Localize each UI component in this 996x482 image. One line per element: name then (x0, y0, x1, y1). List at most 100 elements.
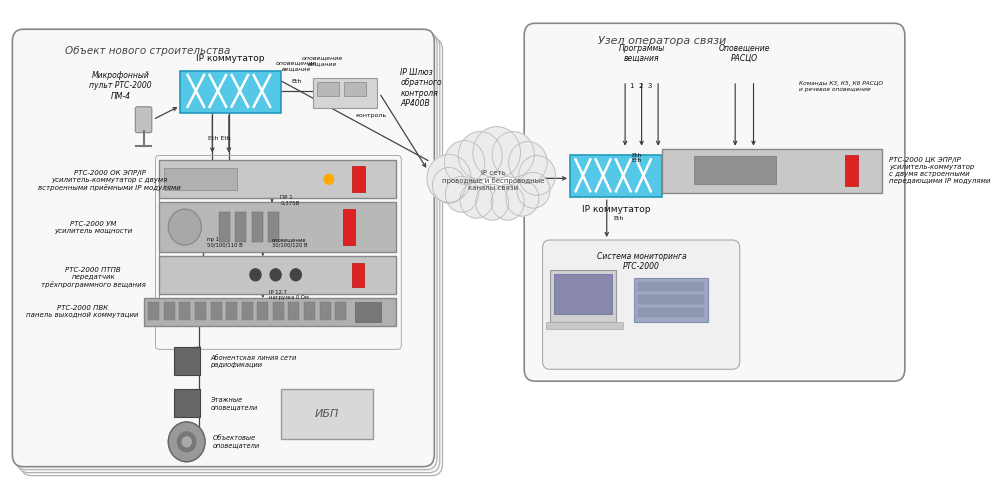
Circle shape (182, 437, 191, 447)
Circle shape (168, 422, 205, 462)
Circle shape (250, 269, 261, 281)
Text: IP коммутатор: IP коммутатор (196, 54, 265, 63)
Bar (195, 302, 206, 320)
Text: Eth: Eth (614, 215, 623, 221)
Circle shape (325, 174, 334, 184)
Circle shape (460, 182, 493, 218)
Bar (634, 278, 707, 321)
Circle shape (168, 209, 201, 245)
Bar (304, 302, 315, 320)
Bar (637, 308, 704, 317)
Text: контроль: контроль (356, 113, 386, 118)
Circle shape (445, 176, 478, 212)
Bar (317, 82, 339, 96)
Bar (219, 212, 230, 242)
Text: Узел оператора связи: Узел оператора связи (598, 36, 726, 46)
Text: Абонентская линия сети
радиофикации: Абонентская линия сети радиофикации (210, 355, 297, 368)
Bar (320, 302, 331, 320)
Bar (180, 71, 281, 113)
Bar (352, 166, 365, 192)
Bar (352, 263, 364, 287)
Bar (694, 157, 777, 184)
Bar (550, 270, 616, 321)
Text: Объектовые
оповещатели: Объектовые оповещатели (212, 435, 260, 448)
Bar (163, 302, 174, 320)
Bar (336, 302, 347, 320)
Text: Оповещение
РАСЦО: Оповещение РАСЦО (718, 44, 770, 63)
Circle shape (458, 132, 502, 179)
Text: Программы
вещания: Программы вещания (619, 44, 664, 63)
Circle shape (427, 155, 471, 202)
Text: оповещение
вещание: оповещение вещание (276, 60, 318, 71)
Bar (570, 156, 661, 197)
Bar (661, 148, 881, 193)
FancyBboxPatch shape (18, 35, 440, 473)
Text: Система мониторинга
РТС-2000: Система мониторинга РТС-2000 (597, 252, 686, 271)
Bar (159, 161, 395, 198)
Text: РТС-2000 УМ
усилитель мощности: РТС-2000 УМ усилитель мощности (54, 221, 132, 234)
Circle shape (177, 432, 196, 452)
Bar (174, 348, 199, 375)
Text: пр 1
50/100/110 В: пр 1 50/100/110 В (207, 237, 243, 248)
Text: Eth: Eth (292, 79, 302, 84)
Bar (235, 212, 246, 242)
Circle shape (444, 141, 485, 184)
FancyBboxPatch shape (21, 38, 442, 476)
Bar (846, 155, 859, 187)
Bar (345, 82, 367, 96)
Text: РТС-2000 ЦК ЭПР/IP
усилитель-коммутатор
с двумя встроенными
передающими IP модул: РТС-2000 ЦК ЭПР/IP усилитель-коммутатор … (889, 157, 991, 184)
Bar (226, 302, 237, 320)
Text: Eth
Eth: Eth Eth (631, 153, 642, 163)
Text: IP 12,7
нагрузка 0 Ом: IP 12,7 нагрузка 0 Ом (269, 289, 309, 300)
Bar (343, 209, 356, 245)
Text: РТС-2000 ПТПВ
передатчик
трёхпрограммного вещания: РТС-2000 ПТПВ передатчик трёхпрограммног… (41, 268, 145, 288)
Bar (637, 295, 704, 304)
Circle shape (519, 156, 556, 195)
Bar (554, 274, 613, 314)
Text: Объект нового строительства: Объект нового строительства (66, 46, 231, 56)
Circle shape (509, 142, 547, 183)
Text: РТС-2000 ОК ЭПР/IP
усилитель-коммутатор с двумя
встроенными приёмными IP модулям: РТС-2000 ОК ЭПР/IP усилитель-коммутатор … (38, 170, 181, 191)
FancyBboxPatch shape (15, 32, 437, 469)
Bar (289, 302, 300, 320)
Bar (210, 302, 221, 320)
FancyBboxPatch shape (135, 107, 151, 133)
Bar (179, 302, 190, 320)
FancyBboxPatch shape (12, 29, 434, 467)
Text: оповещение
вещание: оповещение вещание (302, 55, 343, 66)
FancyBboxPatch shape (543, 240, 740, 369)
Text: ПР 1
0,375В: ПР 1 0,375В (280, 195, 300, 206)
Circle shape (517, 173, 550, 208)
Circle shape (290, 269, 302, 281)
Circle shape (432, 167, 465, 203)
Text: Этажные
оповещатели: Этажные оповещатели (210, 397, 258, 410)
Text: IP сеть
проводные и беспроводные
каналы связи: IP сеть проводные и беспроводные каналы … (442, 170, 544, 191)
Bar (273, 302, 284, 320)
Circle shape (473, 127, 521, 178)
Bar (252, 212, 263, 242)
Bar (159, 256, 395, 294)
Text: 1  2  3: 1 2 3 (630, 83, 652, 89)
Text: Микрофонный
пульт РТС-2000
ПМ-4: Микрофонный пульт РТС-2000 ПМ-4 (90, 71, 152, 101)
Text: Команды К3, К5, К6 РАСЦО
и речевое оповещение: Команды К3, К5, К6 РАСЦО и речевое опове… (800, 81, 883, 92)
Text: IP коммутатор: IP коммутатор (582, 205, 650, 214)
Bar (356, 302, 381, 321)
Bar (174, 389, 199, 417)
Circle shape (491, 184, 524, 220)
Bar (637, 282, 704, 291)
Bar (242, 302, 253, 320)
Bar (281, 389, 373, 439)
Bar (159, 202, 395, 252)
Text: Eth Eth: Eth Eth (208, 136, 231, 141)
Circle shape (506, 180, 539, 216)
Text: оповещение
30/100/120 В: оповещение 30/100/120 В (272, 237, 308, 248)
Text: IP Шлюз
обратного
контроля
АР400В: IP Шлюз обратного контроля АР400В (400, 68, 442, 108)
FancyBboxPatch shape (524, 23, 904, 381)
Text: ИБП: ИБП (315, 409, 340, 419)
Bar (163, 168, 237, 190)
Bar (148, 302, 159, 320)
Text: РТС-2000 ПВК
панель выходной коммутации: РТС-2000 ПВК панель выходной коммутации (26, 305, 138, 318)
Bar (314, 78, 377, 108)
Circle shape (475, 184, 509, 220)
Circle shape (492, 132, 534, 177)
